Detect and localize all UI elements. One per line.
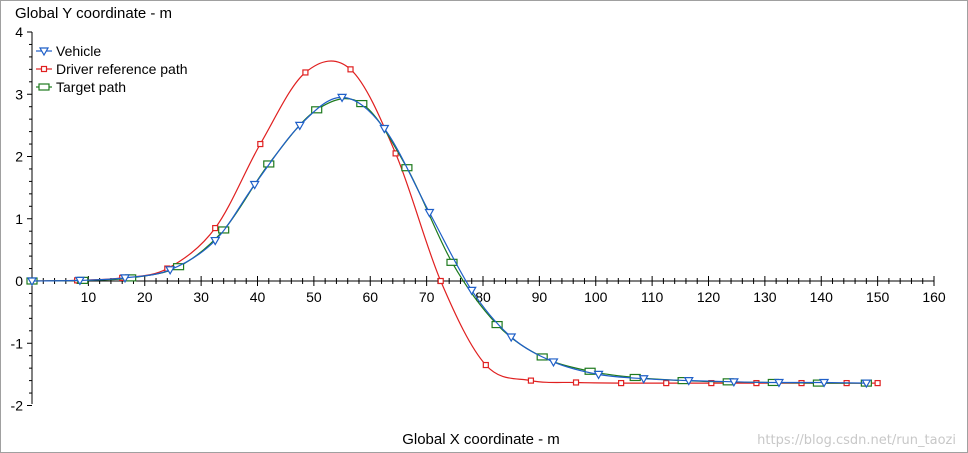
data-point	[753, 379, 760, 387]
data-point	[294, 121, 305, 131]
data-point	[773, 378, 785, 388]
series-layer	[26, 60, 881, 389]
x-tick-label: 100	[584, 289, 608, 305]
y-tick-label: -1	[11, 335, 24, 351]
legend-marker	[38, 47, 50, 57]
data-point	[437, 277, 444, 285]
series-target-path	[26, 98, 872, 387]
x-tick-label: 20	[137, 289, 153, 305]
data-point	[249, 180, 260, 190]
series-line	[31, 96, 867, 384]
data-point	[302, 69, 309, 76]
legend-item: Vehicle	[36, 43, 101, 59]
data-point	[572, 379, 580, 386]
y-axis-label: Global Y coordinate - m	[15, 5, 172, 22]
data-point	[210, 236, 221, 246]
data-point	[861, 379, 872, 389]
data-point	[356, 99, 368, 108]
data-point	[548, 358, 559, 368]
watermark: https://blog.csdn.net/run_taozi	[757, 433, 956, 448]
data-point	[663, 379, 670, 387]
y-tick-label: 3	[15, 86, 23, 102]
legend-label: Vehicle	[56, 43, 101, 59]
data-point	[593, 370, 604, 380]
series-vehicle	[26, 93, 872, 389]
axes	[31, 32, 934, 404]
x-tick-label: 70	[419, 289, 435, 305]
legend: Vehicle Driver reference path Target path	[36, 43, 188, 95]
data-point	[165, 266, 176, 276]
legend-item: Target path	[36, 79, 126, 95]
x-tick-label: 120	[697, 289, 721, 305]
x-tick-label: 150	[866, 289, 890, 305]
series-driver-reference-path	[28, 60, 881, 387]
data-point	[119, 274, 131, 284]
x-tick-label: 80	[475, 289, 491, 305]
data-point	[874, 379, 881, 387]
data-point	[618, 379, 625, 387]
data-point	[424, 208, 435, 218]
data-point	[728, 378, 739, 388]
x-tick-label: 60	[362, 289, 378, 305]
x-axis-label: Global X coordinate - m	[402, 431, 560, 448]
y-tick-label: 0	[15, 273, 23, 289]
data-point	[527, 377, 535, 384]
data-point	[379, 124, 390, 134]
x-tick-label: 50	[306, 289, 322, 305]
x-tick-label: 140	[810, 289, 834, 305]
y-tick-label: 4	[15, 24, 23, 40]
legend-marker	[40, 65, 48, 73]
x-tick-label: 160	[922, 289, 946, 305]
y-tick-label: 2	[15, 149, 23, 165]
x-tick-label: 130	[753, 289, 777, 305]
data-point	[446, 258, 458, 266]
legend-item: Driver reference path	[36, 61, 188, 77]
series-line	[31, 60, 878, 384]
y-tick-label: -2	[11, 398, 24, 414]
data-point	[638, 375, 649, 384]
data-point	[337, 93, 348, 103]
x-tick-label: 30	[193, 289, 209, 305]
data-point	[819, 378, 830, 388]
data-point	[212, 224, 219, 232]
data-point	[683, 377, 694, 386]
data-point	[74, 276, 85, 286]
data-point	[347, 66, 354, 73]
data-point	[482, 361, 489, 369]
data-point	[257, 140, 264, 148]
data-point	[26, 277, 38, 287]
x-tick-label: 40	[250, 289, 266, 305]
legend-marker	[38, 83, 50, 91]
legend-label: Driver reference path	[56, 61, 188, 77]
y-tick-label: 1	[15, 211, 23, 227]
data-point	[506, 333, 517, 343]
data-point	[708, 379, 715, 387]
data-point	[466, 286, 477, 296]
x-tick-label: 10	[81, 289, 97, 305]
legend-label: Target path	[56, 79, 126, 95]
x-tick-label: 90	[532, 289, 548, 305]
x-tick-label: 110	[641, 289, 664, 305]
series-line	[31, 98, 867, 384]
data-point	[491, 320, 503, 329]
